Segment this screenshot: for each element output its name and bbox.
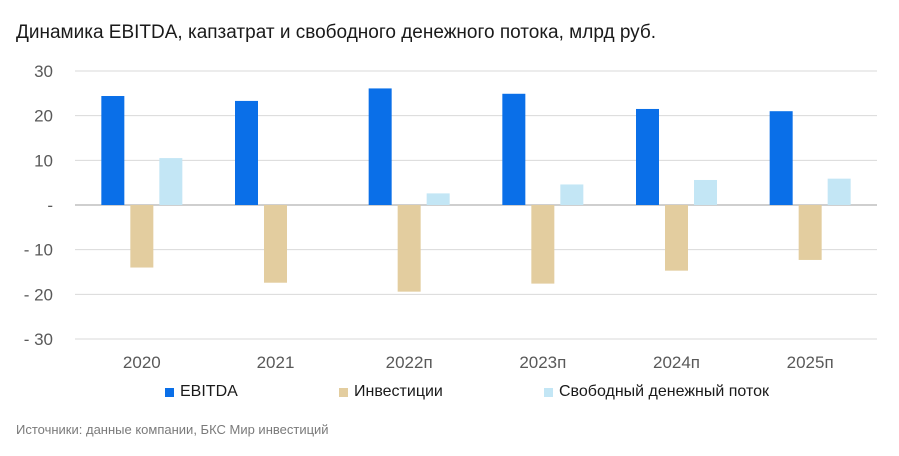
bar-investments <box>264 205 287 283</box>
bar-ebitda <box>769 111 793 205</box>
legend-swatch-fcf <box>544 387 553 397</box>
bar-investments <box>798 205 822 260</box>
y-tick-label: 30 <box>34 62 53 81</box>
y-tick-label: 10 <box>34 151 53 170</box>
bars <box>101 88 851 292</box>
bar-ebitda <box>636 108 659 205</box>
bar-ebitda <box>235 100 258 205</box>
x-tick-label: 2021 <box>257 353 295 372</box>
bar-investments <box>130 205 154 268</box>
y-tick-label: - 20 <box>24 285 53 304</box>
bar-fcf <box>560 184 584 205</box>
legend: EBITDA Инвестиции Свободный денежный пот… <box>0 383 899 405</box>
legend-swatch-ebitda <box>165 387 174 397</box>
legend-swatch-investments <box>339 387 348 397</box>
bar-fcf <box>159 158 183 205</box>
bar-ebitda <box>368 88 392 205</box>
bar-ebitda <box>502 93 526 205</box>
y-tick-label: 20 <box>34 107 53 126</box>
legend-item-fcf: Свободный денежный поток <box>544 383 769 401</box>
bar-investments <box>397 205 421 292</box>
bar-fcf <box>827 178 851 205</box>
y-tick-label: - <box>47 196 53 215</box>
y-tick-label: - 10 <box>24 241 53 260</box>
legend-label-investments: Инвестиции <box>354 383 443 400</box>
legend-label-ebitda: EBITDA <box>180 383 238 400</box>
legend-item-investments: Инвестиции <box>339 383 443 401</box>
x-tick-label: 2023п <box>519 353 566 372</box>
x-axis-tick-labels: 2020 2021 2022п 2023п 2024п 2025п <box>123 353 834 372</box>
source-note: Источники: данные компании, БКС Мир инве… <box>16 422 329 437</box>
x-tick-label: 2022п <box>386 353 433 372</box>
bar-investments <box>665 205 688 271</box>
legend-label-fcf: Свободный денежный поток <box>559 383 770 400</box>
gridlines <box>75 70 877 340</box>
y-tick-label: - 30 <box>24 330 53 349</box>
bar-ebitda <box>101 96 125 205</box>
x-tick-label: 2020 <box>123 353 161 372</box>
legend-item-ebitda: EBITDA <box>165 383 238 401</box>
x-tick-label: 2024п <box>653 353 700 372</box>
bar-investments <box>531 205 555 284</box>
y-axis-tick-labels: 30 20 10 - - 10 - 20 - 30 <box>24 62 53 349</box>
x-tick-label: 2025п <box>787 353 834 372</box>
bar-fcf <box>694 179 717 205</box>
bar-fcf <box>426 193 450 205</box>
chart-title: Динамика EBITDA, капзатрат и свободного … <box>16 22 657 43</box>
